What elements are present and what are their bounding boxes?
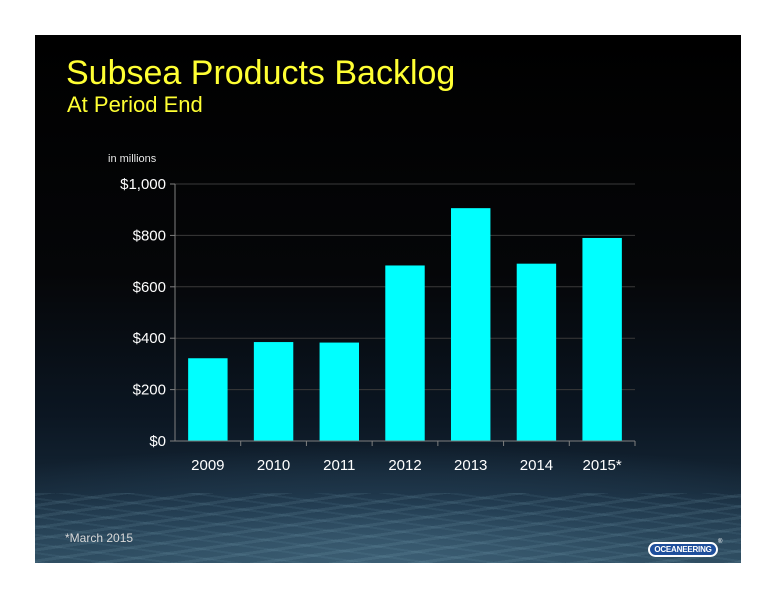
y-tick-labels: $0 $200 $400 $600 $800 $1,000 [120, 176, 166, 450]
axes [170, 183, 636, 446]
logo-text: OCEANEERING [650, 544, 716, 555]
x-tick-label: 2009 [191, 457, 224, 474]
x-tick-label: 2011 [323, 457, 355, 474]
slide-title: Subsea Products Backlog [66, 54, 456, 92]
bars [188, 208, 622, 441]
bar-2010 [253, 342, 294, 441]
slide-subtitle: At Period End [67, 92, 203, 117]
backlog-bar-chart: in millions $0 $200 $400 $600 $800 $1,000 200… [108, 153, 636, 474]
slide: Subsea Products Backlog At Period End in… [35, 35, 741, 563]
oceaneering-logo: OCEANEERING [648, 542, 718, 557]
bar-2011 [319, 342, 359, 441]
y-tick-label: $0 [149, 433, 166, 450]
y-tick-label: $1,000 [120, 176, 166, 193]
footnote: *March 2015 [65, 531, 134, 545]
seafloor-background [35, 493, 741, 563]
y-tick-label: $400 [133, 330, 166, 347]
x-tick-label: 2015* [583, 457, 622, 474]
registered-mark: ® [718, 539, 723, 545]
y-tick-label: $800 [133, 227, 166, 244]
x-tick-label: 2012 [388, 457, 421, 474]
bar-2009 [188, 358, 228, 441]
bar-2012 [385, 265, 425, 441]
y-tick-label: $200 [133, 382, 166, 399]
bar-2013 [451, 208, 491, 441]
y-tick-label: $600 [133, 279, 166, 296]
bar-2015 [582, 237, 622, 441]
x-tick-label: 2013 [454, 457, 487, 474]
x-tick-labels: 2009 2010 2011 2012 2013 2014 2015* [191, 457, 622, 474]
x-tick-label: 2014 [520, 457, 553, 474]
gridlines [175, 183, 635, 391]
y-axis-unit-label: in millions [108, 153, 157, 165]
x-tick-label: 2010 [257, 457, 290, 474]
bar-2014 [516, 263, 557, 441]
